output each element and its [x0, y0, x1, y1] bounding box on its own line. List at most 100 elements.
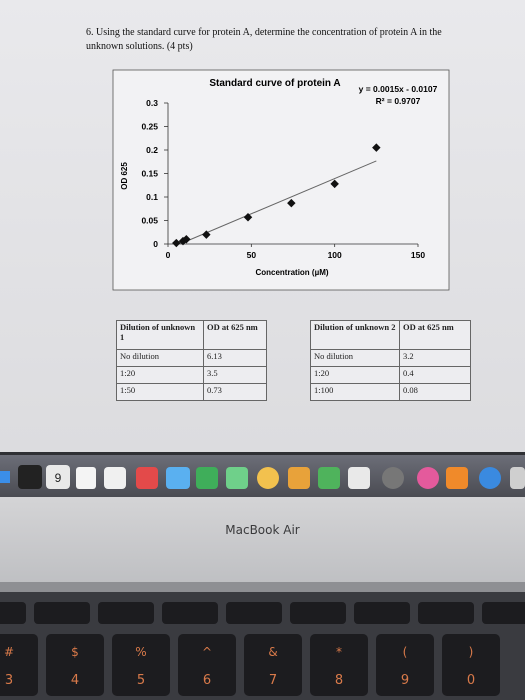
table-row: Dilution of unknown 1 OD at 625 nm [116, 320, 267, 350]
key-symbol: $ [71, 645, 79, 659]
key [442, 634, 500, 696]
chart-frame [112, 69, 450, 291]
table-row: 1:50 0.73 [116, 383, 267, 401]
bezel-label: MacBook Air [225, 523, 300, 537]
calendar-day: 9 [55, 471, 62, 485]
header-cell: OD at 625 nm [203, 320, 267, 350]
y-tick-label: 0.3 [146, 98, 158, 108]
equation: y = 0.0015x - 0.0107 [359, 84, 438, 94]
y-tick-label: 0.25 [141, 122, 158, 132]
dock-icon [136, 467, 158, 489]
dock: 9 [0, 455, 525, 497]
point [202, 230, 211, 239]
dock-icon [382, 467, 404, 489]
chart: Standard curve of protein A y = 0.0015x … [112, 69, 450, 291]
point [172, 238, 181, 248]
function-key [98, 602, 154, 624]
key [376, 634, 434, 696]
dock-icon [348, 467, 370, 489]
x-axis-label: Concentration (µM) [255, 268, 328, 277]
y-tick-label: 0.2 [146, 145, 158, 155]
point [243, 212, 253, 222]
dock-icons: 9 [0, 465, 525, 489]
key-number: 4 [71, 673, 79, 688]
table-cell: 0.4 [399, 366, 471, 384]
key-number: 5 [137, 673, 145, 688]
chart-title: Standard curve of protein A [209, 78, 340, 89]
header-cell: OD at 625 nm [399, 320, 471, 350]
key-number: 9 [401, 673, 409, 688]
point [287, 198, 296, 208]
key-number: 6 [203, 673, 211, 688]
table-cell: 0.73 [203, 383, 267, 401]
trendline [179, 160, 377, 245]
dock-icon [288, 467, 310, 489]
function-key [418, 602, 474, 624]
point [330, 179, 339, 189]
key-number: 7 [269, 673, 277, 688]
table-cell: 1:20 [116, 366, 204, 384]
key [0, 634, 38, 696]
dock-icon [479, 467, 501, 489]
key-symbol: # [4, 645, 14, 659]
key-symbol: ( [403, 645, 408, 659]
calendar-icon [46, 465, 70, 489]
key-symbol: * [336, 645, 342, 659]
table-cell: 3.2 [399, 349, 471, 367]
data-table: Dilution of unknown 1 OD at 625 nm No dilu… [116, 320, 267, 401]
dock-icon [510, 467, 525, 489]
dock-icon [226, 467, 248, 489]
bezel: MacBook Air [0, 497, 525, 582]
dock-icon [446, 467, 468, 489]
x-tick-label: 150 [411, 250, 425, 260]
function-key [290, 602, 346, 624]
point [372, 143, 381, 152]
table-row: 1:20 0.4 [310, 366, 471, 384]
x-tick-label: 0 [166, 250, 171, 260]
y-tick-label: 0 [153, 239, 158, 249]
key-symbol: % [135, 645, 146, 659]
keyboard: #3 $4% 5 ^ 6 & 7 * 8 (9) 0 [0, 592, 525, 700]
table-cell: 0.08 [399, 383, 471, 401]
question: 6. Using the standard curve for protein … [86, 27, 442, 52]
key-number: 0 [467, 673, 475, 688]
point [182, 235, 191, 244]
dock-icon [104, 467, 126, 489]
y-axis-label: OD 625 [120, 162, 129, 190]
dock-icon [318, 467, 340, 489]
header-cell: Dilution of unknown 2 [310, 320, 400, 350]
key [178, 634, 236, 696]
x-tick-label: 100 [328, 250, 342, 260]
key [310, 634, 368, 696]
key [244, 634, 302, 696]
dock-icon [166, 467, 190, 489]
dock-icon [196, 467, 218, 489]
data-table: Dilution of unknown 2 OD at 625 nm No dilu… [310, 320, 471, 401]
key-symbol: ) [469, 645, 474, 659]
y-tick-label: 0.1 [146, 192, 158, 202]
table-row: 1:20 3.5 [116, 366, 267, 384]
table-row: No dilution 6.13 [116, 349, 267, 367]
key-number: 8 [335, 673, 343, 688]
header-cell: Dilution of unknown 1 [116, 320, 204, 350]
y-tick-label: 0.15 [141, 169, 158, 179]
r-squared: R² = 0.9707 [376, 96, 421, 106]
function-key [354, 602, 410, 624]
key [112, 634, 170, 696]
function-key [226, 602, 282, 624]
table-row: No dilution 3.2 [310, 349, 471, 367]
table-cell: 1:50 [116, 383, 204, 401]
hinge [0, 582, 525, 592]
key [46, 634, 104, 696]
dock-icon [257, 467, 279, 489]
table-cell: 3.5 [203, 366, 267, 384]
table-cell: 6.13 [203, 349, 267, 367]
dock-icon [76, 467, 96, 489]
dock-icon [18, 465, 42, 489]
table-cell: 1:20 [310, 366, 400, 384]
y-tick-label: 0.05 [141, 216, 158, 226]
dock-icon [0, 471, 10, 483]
function-key [162, 602, 218, 624]
table-cell: 1:100 [310, 383, 400, 401]
table-cell: No dilution [310, 349, 400, 367]
